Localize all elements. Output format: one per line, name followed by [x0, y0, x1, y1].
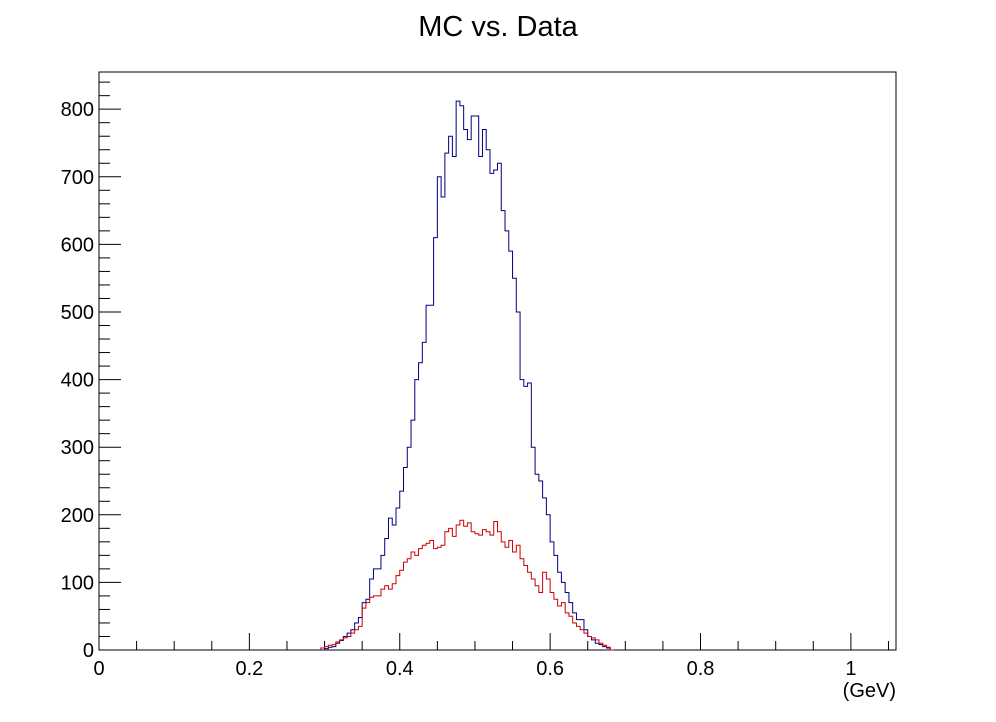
- y-tick-label: 800: [61, 99, 94, 121]
- y-tick-label: 400: [61, 370, 94, 392]
- y-tick-label: 100: [61, 572, 94, 594]
- y-tick-label: 300: [61, 437, 94, 459]
- x-axis: 0 0.2 0.4 0.6 0.8 1: [93, 633, 889, 680]
- histogram-series-1: [320, 519, 615, 651]
- x-axis-label: (GeV): [843, 680, 896, 702]
- y-tick-label: 0: [83, 640, 94, 662]
- y-tick-label: 600: [61, 234, 94, 256]
- histogram-series-0: [320, 100, 615, 651]
- y-tick-label: 500: [61, 302, 94, 324]
- x-tick-label: 0.2: [235, 658, 263, 680]
- y-axis: 0 100 200 300 400 500 600 700 800: [61, 81, 121, 662]
- x-tick-label: 0.8: [687, 658, 715, 680]
- chart-title: MC vs. Data: [418, 11, 578, 43]
- x-tick-label: 1: [845, 658, 856, 680]
- plot-frame: [98, 71, 897, 651]
- x-tick-label: 0.6: [536, 658, 564, 680]
- x-tick-label: 0.4: [386, 658, 414, 680]
- y-tick-label: 200: [61, 505, 94, 527]
- series-layer: [320, 100, 615, 651]
- y-tick-label: 700: [61, 167, 94, 189]
- x-tick-label: 0: [93, 658, 104, 680]
